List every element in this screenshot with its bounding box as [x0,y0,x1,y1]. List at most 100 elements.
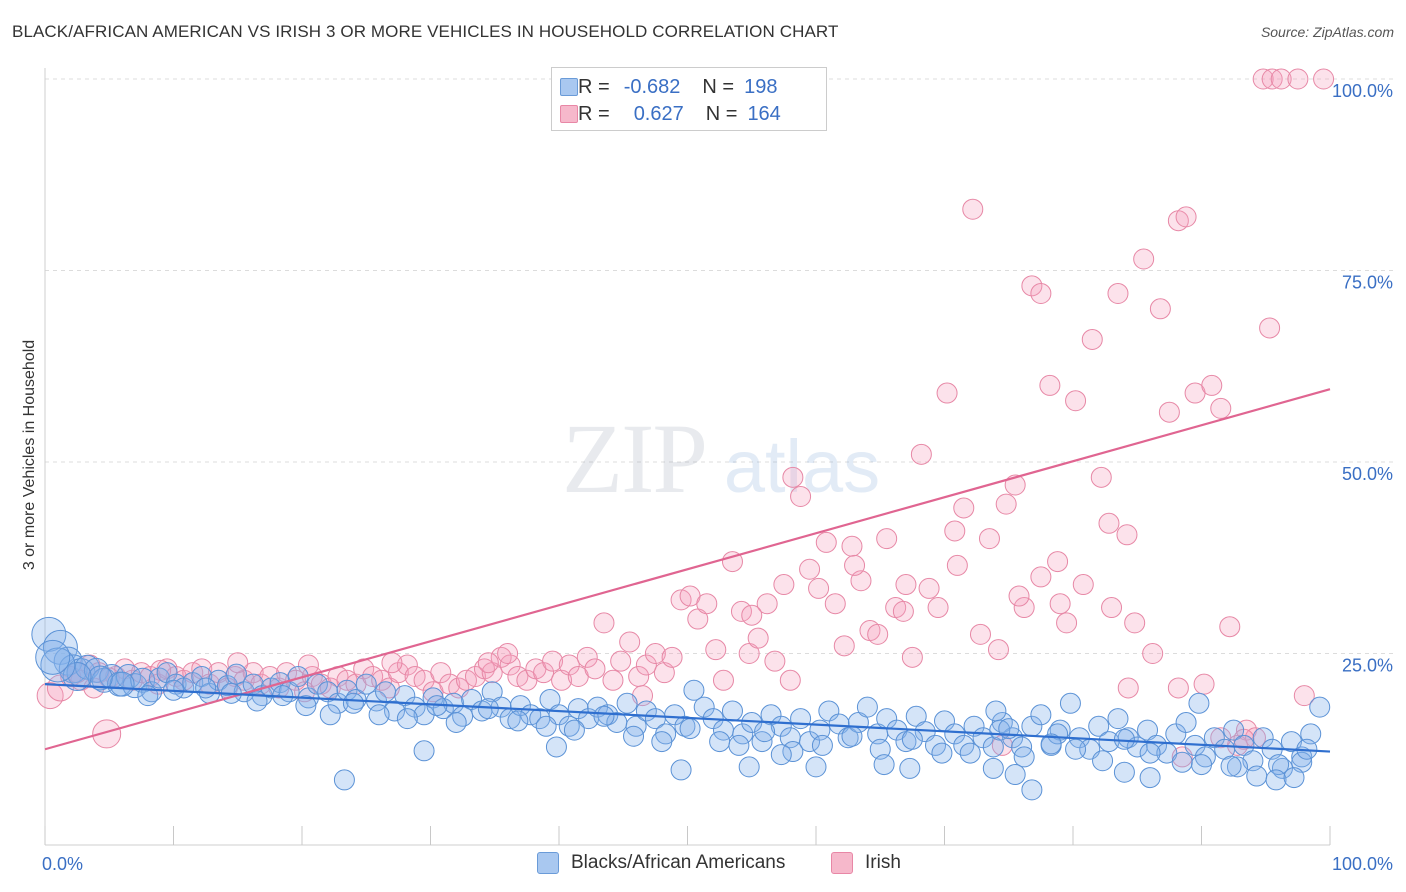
irish-point [1117,677,1139,699]
irish-point [696,593,718,615]
irish-point [969,623,991,645]
legend-row-blacks: R = -0.682 N = 198 [560,74,777,100]
black-african-american-point [535,715,557,737]
black-african-american-point [931,742,953,764]
irish-point [910,443,932,465]
irish-point [779,669,801,691]
irish-point [712,669,734,691]
black-african-american-point [355,673,377,695]
black-african-american-point [109,671,135,697]
chart-title: BLACK/AFRICAN AMERICAN VS IRISH 3 OR MOR… [12,22,839,41]
black-african-american-point [873,754,895,776]
irish-point [285,669,307,691]
legend-n-label: N = [705,102,738,125]
watermark-zip: ZIP [562,403,706,514]
irish-point [584,658,606,680]
irish-point [619,631,641,653]
tick-labels: 25.0% 50.0% 75.0% 100.0% 0.0% 100.0% [42,81,1393,874]
black-african-american-point [1040,733,1062,755]
legend-swatch-blue [560,78,578,96]
black-african-american-point [679,718,701,740]
irish-point [1101,597,1123,619]
black-african-american-point [1220,755,1242,777]
x-tick-label: 100.0% [1332,854,1393,874]
black-african-american-point [651,731,673,753]
irish-point [1072,574,1094,596]
irish-point [227,652,249,674]
irish-point [815,531,837,553]
y-tick-label: 50.0% [1342,464,1393,484]
irish-point [987,639,1009,661]
black-african-american-point [1188,692,1210,714]
legend-r-label: R = [578,75,610,98]
irish-point [978,528,1000,550]
black-african-american-point [333,769,355,791]
irish-point [1116,524,1138,546]
irish-point [1021,275,1043,297]
black-african-american-point [130,667,156,693]
black-african-american-point [306,673,328,695]
black-african-american-point [1004,764,1026,786]
black-african-american-point [805,756,827,778]
axes [44,68,1331,846]
irish-point [593,612,615,634]
irish-point [773,574,795,596]
irish-point [927,597,949,619]
irish-point [1124,612,1146,634]
irish-point [1008,585,1030,607]
irish-point [242,662,264,684]
irish-point [1193,673,1215,695]
irish-point [741,604,763,626]
black-african-american-point [1117,727,1139,749]
black-african-american-point [1226,756,1248,778]
y-tick-label: 75.0% [1342,273,1393,293]
irish-point [1013,597,1035,619]
black-african-american-point [670,759,692,781]
irish-point [901,646,923,668]
irish-point [610,650,632,672]
irish-point [653,662,675,684]
black-african-american-point [770,744,792,766]
irish-point [1252,68,1274,90]
legend-item-blacks[interactable]: Blacks/African Americans [537,852,785,874]
black-african-american-point [770,715,792,737]
irish-point [833,635,855,657]
black-african-american-point [368,704,390,726]
series-legend: Blacks/African Americans Irish [0,852,1406,876]
black-african-american-point [319,704,341,726]
black-african-american-point [432,698,454,720]
black-african-american-point [507,710,529,732]
black-african-american-point [709,731,731,753]
irish-point [533,662,555,684]
black-african-american-point [1283,767,1305,789]
irish-point [1090,466,1112,488]
irish-point [1210,397,1232,419]
irish-point [867,623,889,645]
black-african-american-point [837,727,859,749]
irish-point [1149,298,1171,320]
irish-point [1142,643,1164,664]
irish-point [1261,68,1283,90]
black-african-american-point [443,692,465,714]
irish-point [808,577,830,599]
irish-point [1219,616,1241,638]
black-african-american-point [790,708,812,730]
irish-point [790,485,812,507]
black-african-american-point [738,756,760,778]
irish-point [1133,248,1155,270]
irish-point [387,662,409,684]
black-african-american-point [141,681,163,703]
source-label: Source: ZipAtlas.com [1260,24,1394,40]
black-african-american-point [396,708,418,730]
black-african-american-point [1139,767,1161,789]
irish-point [895,574,917,596]
irish-point [551,669,573,691]
irish-point [841,535,863,557]
black-african-american-point [413,740,435,762]
legend-item-irish[interactable]: Irish [831,852,901,874]
black-african-american-point [1013,746,1035,768]
y-tick-label: 100.0% [1332,81,1393,101]
legend-r-value: 0.627 [633,102,684,125]
black-african-american-point [899,757,921,779]
black-african-american-point [732,723,754,745]
